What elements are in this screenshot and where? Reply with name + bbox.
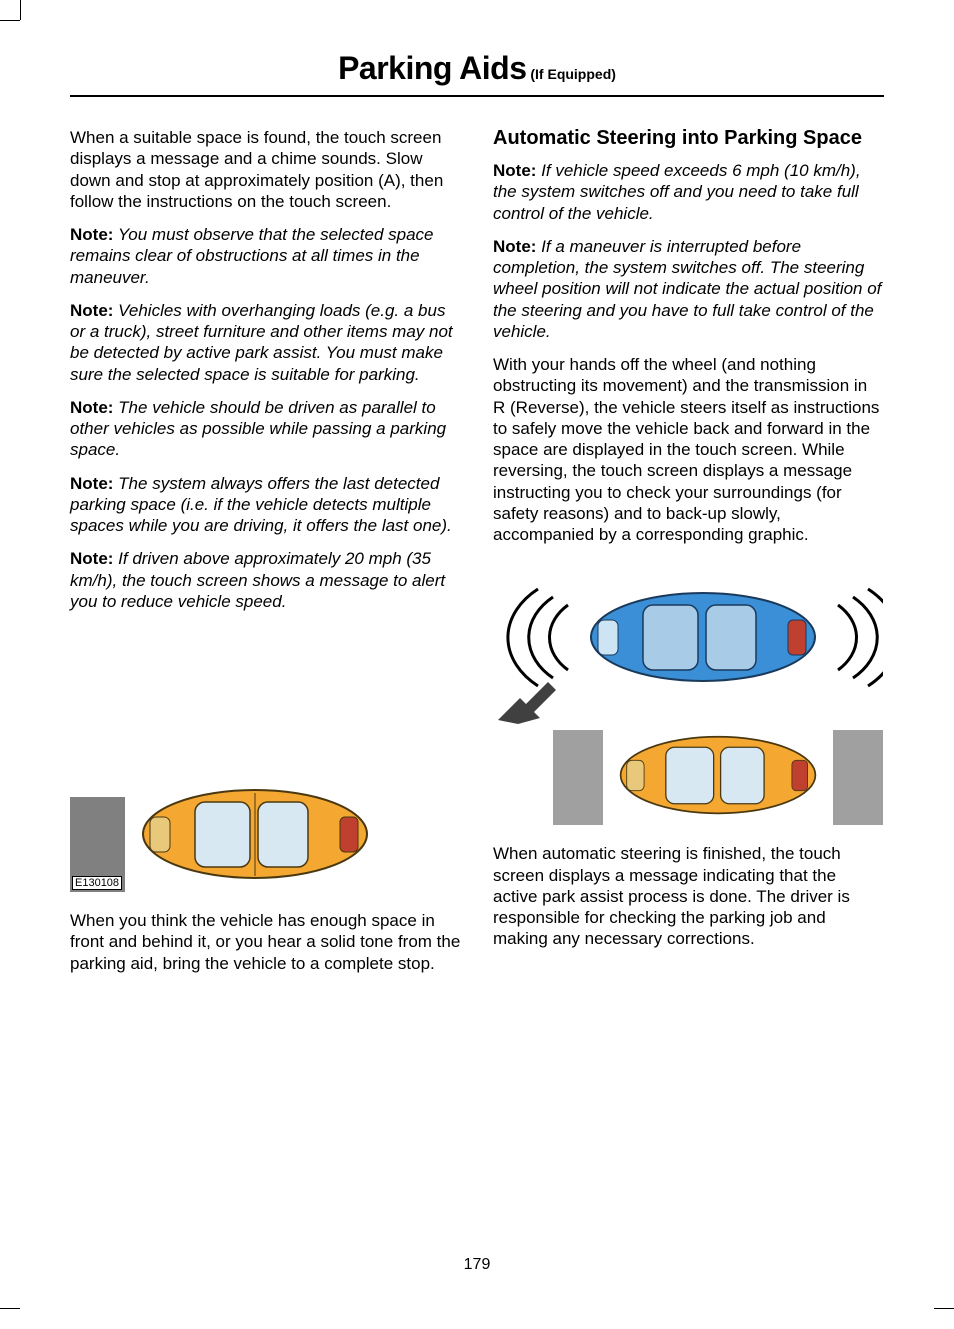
- note-label: Note:: [493, 237, 536, 256]
- note-4: Note: The system always offers the last …: [70, 473, 461, 537]
- note-label: Note:: [493, 161, 536, 180]
- note-5: Note: If driven above approximately 20 m…: [70, 548, 461, 612]
- note-text: Vehicles with overhanging loads (e.g. a …: [70, 301, 453, 384]
- figure-reference-label: E130108: [72, 876, 122, 890]
- content-columns: When a suitable space is found, the touc…: [70, 127, 884, 986]
- page-header: Parking Aids (If Equipped): [70, 50, 884, 97]
- left-column: When a suitable space is found, the touc…: [70, 127, 461, 986]
- section-heading: Automatic Steering into Parking Space: [493, 127, 884, 150]
- note-label: Note:: [70, 301, 113, 320]
- note-label: Note:: [70, 549, 113, 568]
- note-text: If driven above approximately 20 mph (35…: [70, 549, 445, 611]
- note-2: Note: Vehicles with overhanging loads (e…: [70, 300, 461, 385]
- right-column: Automatic Steering into Parking Space No…: [493, 127, 884, 986]
- parked-vehicle-silhouette: [553, 730, 603, 825]
- note-label: Note:: [70, 474, 113, 493]
- note-label: Note:: [70, 398, 113, 417]
- completion-paragraph: When automatic steering is finished, the…: [493, 843, 884, 949]
- stop-instruction-paragraph: When you think the vehicle has enough sp…: [70, 910, 461, 974]
- note-text: If vehicle speed exceeds 6 mph (10 km/h)…: [493, 161, 861, 223]
- note-text: You must observe that the selected space…: [70, 225, 434, 287]
- note-1: Note: You must observe that the selected…: [70, 224, 461, 288]
- figure-auto-steering: [493, 575, 884, 825]
- vehicle-top-view-icon: [140, 787, 370, 882]
- intro-paragraph: When a suitable space is found, the touc…: [70, 127, 461, 212]
- page-title-sub: (If Equipped): [526, 66, 615, 82]
- parked-vehicle-silhouette: [833, 730, 883, 825]
- note-label: Note:: [70, 225, 113, 244]
- page-title-main: Parking Aids: [338, 50, 526, 86]
- note-text: The system always offers the last detect…: [70, 474, 452, 536]
- vehicle-parked-icon: [618, 733, 818, 818]
- direction-arrow-icon: [498, 680, 558, 725]
- note-3: Note: The vehicle should be driven as pa…: [70, 397, 461, 461]
- figure-parking-stop: E130108: [70, 772, 461, 892]
- vehicle-moving-icon: [588, 590, 818, 685]
- note-interrupt: Note: If a maneuver is interrupted befor…: [493, 236, 884, 342]
- page-number: 179: [0, 1256, 954, 1274]
- note-speed: Note: If vehicle speed exceeds 6 mph (10…: [493, 160, 884, 224]
- note-text: If a maneuver is interrupted before comp…: [493, 237, 881, 341]
- steering-paragraph: With your hands off the wheel (and nothi…: [493, 354, 884, 545]
- note-text: The vehicle should be driven as parallel…: [70, 398, 446, 460]
